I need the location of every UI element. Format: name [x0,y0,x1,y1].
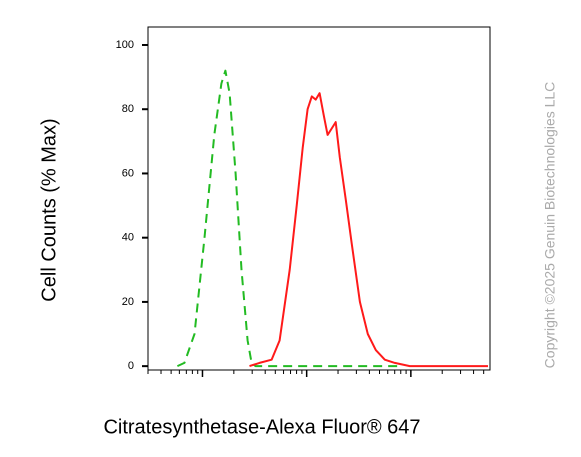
y-tick-label: 60 [122,167,134,179]
x-axis-label: Citratesynthetase-Alexa Fluor® 647 [103,416,420,438]
y-tick-label: 40 [122,232,134,244]
y-axis-label: Cell Counts (% Max) [38,118,60,301]
watermark: Copyright ©2025 Genuin Biotechnologies L… [542,82,558,369]
series-line [176,69,400,368]
y-tick-label: 100 [116,39,134,51]
series-line [249,92,488,368]
plot-frame [147,26,491,371]
y-tick-label: 0 [128,360,134,372]
y-tick-label: 80 [122,103,134,115]
y-tick-label: 20 [122,296,134,308]
